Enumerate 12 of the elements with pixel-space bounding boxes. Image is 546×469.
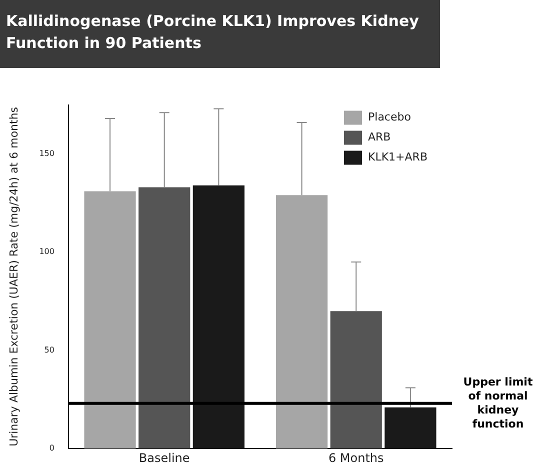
y-tick-label: 50	[44, 345, 54, 354]
y-axis-title: Urinary Albumin Excretion (UAER) Rate (mg/24h) at 6 months	[7, 106, 20, 446]
y-tick-label: 150	[39, 148, 54, 158]
ref-line-label: Upper limit of normal kidney function	[463, 375, 533, 430]
chart-title: Kallidinogenase (Porcine KLK1) Improves Kidney Function in 90 Patients	[0, 0, 440, 68]
y-tick-label: 100	[39, 247, 54, 256]
legend-label: Placebo	[368, 110, 412, 124]
x-tick-label: 6 Months	[328, 450, 384, 465]
y-tick-label: 0	[49, 444, 54, 453]
legend-label: KLK1+ARB	[368, 150, 428, 164]
legend-label: ARB	[368, 130, 391, 144]
x-tick-label: Baseline	[138, 450, 190, 465]
